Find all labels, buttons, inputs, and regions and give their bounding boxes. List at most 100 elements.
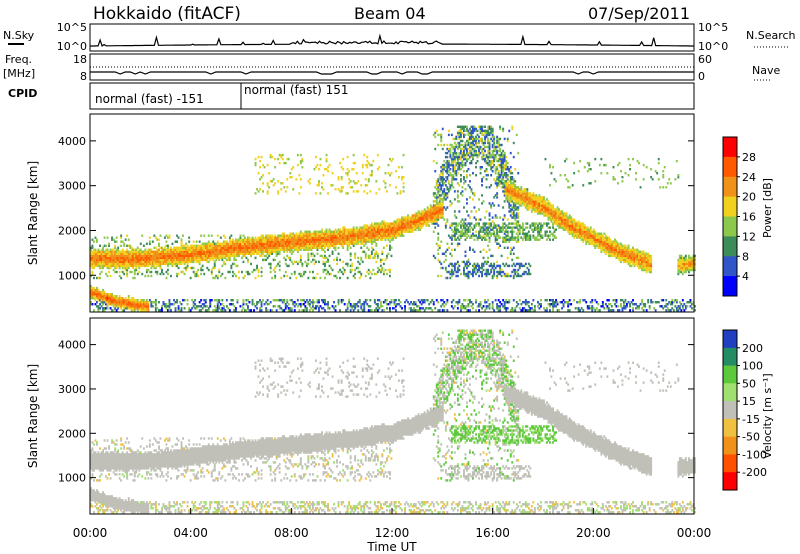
- power-cell: [253, 238, 255, 241]
- power-cell: [357, 190, 360, 193]
- power-cell: [194, 274, 197, 278]
- power-cell: [308, 178, 311, 181]
- power-cell: [212, 258, 215, 262]
- power-cell: [114, 256, 117, 260]
- power-cell: [133, 309, 136, 312]
- power-cell: [364, 274, 367, 278]
- power-cell: [191, 244, 194, 247]
- power-cell: [222, 244, 225, 247]
- power-cell: [437, 274, 440, 278]
- power-cell: [301, 166, 304, 169]
- power-cell: [499, 147, 502, 151]
- power-cell: [339, 161, 341, 165]
- power-cell: [447, 246, 450, 249]
- power-cell: [115, 240, 118, 243]
- power-cell: [235, 264, 237, 268]
- power-cell: [302, 270, 305, 274]
- power-cell: [290, 232, 293, 235]
- power-cell: [257, 238, 260, 241]
- power-cell: [124, 256, 127, 260]
- power-cell: [274, 238, 277, 241]
- power-cell: [91, 293, 94, 296]
- power-cell: [324, 276, 326, 280]
- power-cell: [93, 276, 95, 280]
- power-cell: [108, 258, 110, 262]
- power-cell: [218, 305, 221, 308]
- power-cell: [434, 307, 437, 310]
- power-cell: [154, 270, 157, 274]
- power-cell: [241, 240, 243, 243]
- power-cell: [304, 230, 307, 233]
- power-cell: [185, 256, 187, 260]
- power-cell: [182, 254, 184, 258]
- power-cell: [176, 301, 178, 304]
- power-cell: [127, 260, 130, 264]
- power-cell: [239, 236, 242, 239]
- power-cell: [278, 307, 281, 310]
- power-cell: [479, 301, 482, 304]
- power-cell: [266, 240, 269, 243]
- power-cell: [90, 246, 92, 249]
- power-cell: [114, 299, 117, 302]
- power-cell: [153, 254, 156, 258]
- power-cell: [301, 246, 304, 249]
- power-cell: [286, 250, 289, 253]
- power-cell: [268, 244, 271, 247]
- power-cell: [96, 276, 98, 280]
- power-cell: [260, 270, 263, 274]
- power-cell: [283, 242, 286, 245]
- power-cell: [242, 254, 245, 258]
- power-cell: [189, 266, 192, 270]
- power-cell: [111, 252, 113, 255]
- power-cell: [444, 254, 447, 258]
- power-cell: [132, 252, 135, 255]
- power-cell: [141, 264, 144, 268]
- power-cell: [112, 295, 115, 298]
- power-cell: [188, 246, 191, 249]
- power-cell: [283, 299, 286, 302]
- power-cell: [476, 159, 479, 163]
- power-cell: [363, 190, 366, 193]
- power-cell: [250, 240, 252, 243]
- power-cell: [130, 256, 133, 260]
- power-cell: [284, 307, 287, 310]
- power-cell: [129, 250, 132, 253]
- power-cell: [349, 258, 352, 262]
- power-cell: [147, 305, 150, 308]
- power-cell: [277, 190, 280, 193]
- power-cell: [219, 252, 222, 255]
- power-cell: [94, 297, 97, 300]
- power-cell: [203, 252, 206, 255]
- power-cell: [197, 246, 200, 249]
- power-cell: [93, 309, 95, 312]
- power-cell: [118, 270, 121, 274]
- power-cell: [195, 307, 198, 310]
- power-cell: [206, 248, 209, 251]
- power-cell: [506, 161, 509, 165]
- power-cell: [139, 242, 142, 245]
- power-cell: [512, 299, 515, 302]
- power-cell: [456, 190, 459, 193]
- power-cell: [447, 180, 450, 183]
- power-cell: [111, 256, 113, 260]
- power-cell: [126, 272, 129, 276]
- power-cell: [381, 250, 384, 253]
- power-cell: [269, 250, 272, 253]
- power-cell: [200, 272, 203, 276]
- power-cell: [207, 256, 210, 260]
- power-cell: [171, 303, 174, 306]
- power-cell: [247, 242, 249, 245]
- power-cell: [141, 309, 144, 312]
- power-cell: [145, 305, 148, 308]
- power-cell: [280, 182, 283, 185]
- power-cell: [179, 309, 181, 312]
- power-cell: [254, 250, 257, 253]
- power-cell: [287, 256, 290, 260]
- power-cell: [500, 254, 503, 258]
- power-cell: [245, 303, 248, 306]
- power-cell: [370, 272, 373, 276]
- power-cell: [247, 305, 249, 308]
- power-cell: [136, 250, 139, 253]
- power-cell: [197, 268, 200, 272]
- power-cell: [96, 295, 98, 298]
